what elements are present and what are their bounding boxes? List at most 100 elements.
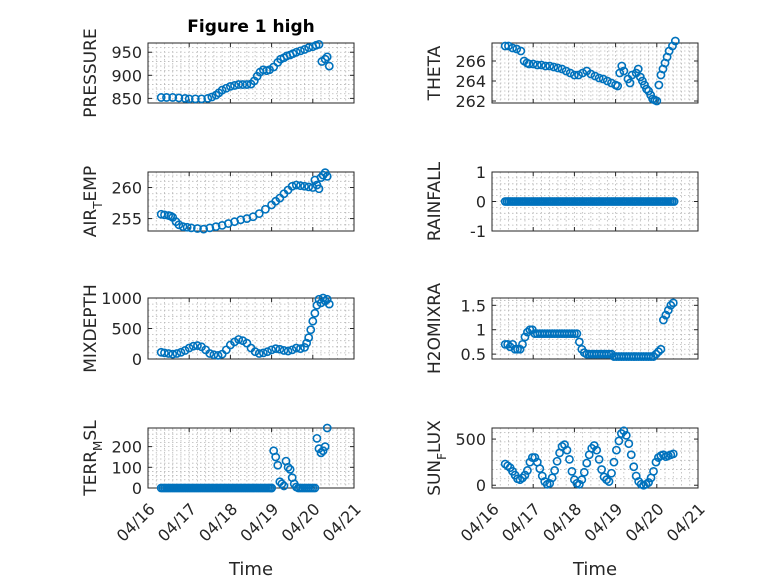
data-point [619, 66, 629, 76]
data-point [562, 445, 572, 455]
data-point [565, 454, 574, 464]
data-point [652, 96, 662, 106]
data-point [565, 68, 575, 78]
data-point [190, 94, 200, 104]
data-point [318, 170, 328, 180]
data-point [156, 93, 166, 102]
y-tick-label: 264 [455, 72, 486, 91]
y-label-part: TERR [81, 451, 101, 497]
data-point [642, 84, 651, 94]
data-point [168, 349, 178, 359]
x-tick-label: 04/20 [278, 499, 324, 545]
data-point [654, 80, 664, 90]
data-point [287, 345, 297, 355]
data-point [579, 467, 589, 477]
data-point [532, 60, 542, 70]
data-point [592, 445, 602, 455]
y-axis-label: H2OMIXRA [425, 283, 445, 374]
data-point [609, 457, 619, 467]
data-point [209, 350, 219, 360]
data-point [541, 61, 550, 71]
data-point [176, 347, 186, 357]
data-point [597, 465, 606, 474]
data-point [627, 70, 637, 80]
data-point [314, 39, 324, 49]
data-point [197, 94, 206, 104]
data-point [651, 457, 661, 467]
y-axis-label: RAINFALL [425, 161, 445, 241]
y-tick-label: 266 [455, 52, 486, 71]
data-point [168, 93, 178, 102]
y-tick-label: -1 [470, 222, 486, 241]
x-tick-label: 04/16 [113, 499, 159, 545]
data-point [574, 337, 584, 347]
data-point [188, 341, 198, 351]
data-point [528, 59, 538, 69]
data-point [308, 316, 318, 326]
data-point [520, 470, 530, 480]
y-label-subscript: T [91, 201, 105, 210]
data-point [550, 466, 560, 475]
data-point [322, 294, 332, 304]
data-point [561, 66, 571, 76]
data-point [172, 349, 182, 358]
data-point [164, 349, 173, 358]
data-point [621, 430, 631, 440]
y-axis-label: SUNFLUX [425, 420, 449, 496]
data-point [234, 80, 244, 89]
data-point [589, 441, 599, 450]
data-point [162, 93, 171, 102]
data-point [516, 46, 526, 56]
data-point [271, 452, 281, 462]
y-tick-label: 0 [476, 193, 486, 212]
data-point [586, 69, 596, 79]
y-tick-label: 0.5 [461, 345, 486, 364]
data-point [285, 464, 295, 474]
data-point [283, 462, 293, 472]
x-tick-label: 04/18 [539, 499, 585, 545]
y-label-part: AIR [81, 209, 101, 238]
data-point [271, 344, 281, 354]
data-point [324, 299, 334, 309]
data-point [273, 460, 283, 470]
y-label-part: EMP [81, 166, 101, 202]
axes-frame [491, 297, 699, 360]
y-tick-label: 1 [476, 163, 486, 182]
x-tick-label: 04/19 [236, 499, 282, 545]
data-point [174, 93, 184, 103]
data-point [537, 60, 546, 70]
data-point [617, 61, 627, 71]
data-point [582, 458, 592, 468]
data-point [649, 466, 658, 476]
x-tick-label: 04/21 [319, 499, 365, 545]
data-point [300, 181, 309, 191]
data-point [574, 479, 584, 489]
data-point [279, 481, 289, 491]
data-point [512, 44, 522, 54]
data-point [504, 41, 513, 51]
data-point [217, 85, 227, 95]
data-point [567, 466, 577, 476]
axes-frame [147, 427, 355, 489]
y-tick-label: 200 [111, 438, 142, 457]
figure-title: Figure 1 high [187, 17, 315, 37]
data-point [598, 74, 608, 84]
panel-h2omixra: 0.5 1 1.5 H2OMIXRA [425, 283, 699, 374]
data-point [300, 45, 309, 54]
data-point [574, 70, 583, 80]
data-point [577, 475, 587, 485]
x-tick-label: 04/16 [457, 499, 503, 545]
data-point [590, 71, 600, 81]
x-tick-label: 04/17 [154, 499, 200, 545]
data-point [304, 43, 314, 53]
data-point [320, 54, 330, 64]
data-point [322, 423, 332, 433]
x-tick-label: 04/19 [580, 499, 626, 545]
data-point [316, 448, 326, 458]
data-point [314, 184, 324, 194]
data-point [508, 43, 517, 53]
data-point [320, 442, 330, 452]
